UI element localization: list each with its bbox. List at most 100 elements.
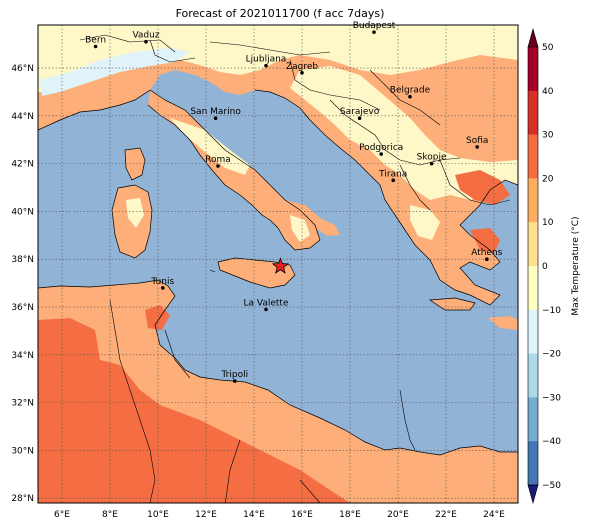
- colorbar-band: [528, 309, 538, 355]
- star-marker: [271, 257, 290, 274]
- colorbar-band: [528, 90, 538, 136]
- colorbar-tick-label: −20: [542, 350, 561, 360]
- lon-tick-label: 16°E: [291, 510, 313, 520]
- lat-tick-label: 32°N: [11, 399, 34, 409]
- lon-tick-label: 12°E: [195, 510, 217, 520]
- map-title: Forecast of 2021011700 (f acc 7days): [175, 7, 385, 20]
- city-dot: [161, 286, 165, 290]
- city-dot: [216, 164, 220, 168]
- lon-tick-label: 10°E: [147, 510, 169, 520]
- lat-tick-label: 42°N: [11, 160, 34, 170]
- alps-mild-zone: [38, 25, 518, 92]
- city-label: Athens: [471, 248, 502, 258]
- city-dot: [391, 178, 396, 183]
- colorbar-extend-min: [527, 484, 539, 505]
- lat-tick-label: 30°N: [11, 446, 34, 456]
- lon-tick-label: 22°E: [435, 510, 457, 520]
- city-dot: [379, 152, 384, 156]
- colorbar: [527, 27, 539, 505]
- colorbar-band: [528, 222, 538, 267]
- lat-tick-label: 44°N: [11, 112, 34, 122]
- lat-tick-label: 34°N: [11, 351, 34, 361]
- lat-tick-label: 40°N: [11, 207, 34, 217]
- colorbar-tick-label: 20: [542, 174, 554, 184]
- city-dot: [408, 94, 412, 99]
- italy-mild-patch: [170, 118, 250, 175]
- colorbar-tick-label: 40: [542, 87, 554, 97]
- city-label: Podgorica: [359, 143, 403, 153]
- coastlines: [38, 89, 518, 456]
- colorbar-band: [528, 441, 538, 486]
- city-label: Belgrade: [390, 86, 431, 96]
- sardinia-mild-patch: [126, 198, 144, 228]
- colorbar-tick-label: 0: [542, 262, 548, 272]
- lat-tick-label: 36°N: [11, 303, 34, 313]
- city-label: Tirana: [378, 169, 407, 179]
- colorbar-label: Max Temperature (°C): [571, 216, 581, 315]
- colorbar-ticks: 50 40 30 20 10 0 −10 −20 −30 −40 −50: [542, 43, 561, 491]
- lon-tick-label: 18°E: [339, 510, 361, 520]
- city-dot: [264, 63, 268, 68]
- city-label: Budapest: [353, 21, 396, 31]
- longitude-ticks: 6°E 8°E 10°E 12°E 14°E 16°E 18°E 20°E 22°E 24°E: [54, 510, 505, 520]
- city-dot: [213, 116, 218, 121]
- latitude-ticks: 46°N 44°N 42°N 40°N 38°N 36°N 34°N 32°N 30°N 28°N: [11, 64, 34, 504]
- lon-tick-label: 24°E: [483, 510, 505, 520]
- colorbar-tick-label: 10: [542, 218, 554, 228]
- greece-mild-patch: [410, 205, 440, 240]
- graticule: [38, 25, 518, 503]
- balkan-hot-patch: [455, 170, 510, 205]
- corsica-land: [125, 148, 145, 180]
- colorbar-tick-label: 30: [542, 131, 554, 141]
- lat-tick-label: 28°N: [11, 494, 34, 504]
- lon-tick-label: 20°E: [387, 510, 409, 520]
- italy-south-mild: [290, 215, 310, 242]
- city-label: Roma: [205, 155, 231, 165]
- city-dot: [485, 257, 489, 262]
- colorbar-tick-label: −10: [542, 306, 561, 316]
- colorbar-band: [528, 266, 538, 311]
- city-label: Sarajevo: [340, 107, 380, 117]
- city-label: Skopje: [417, 153, 447, 163]
- colorbar-tick-label: −40: [542, 437, 561, 447]
- lat-tick-label: 38°N: [11, 255, 34, 265]
- lat-tick-label: 46°N: [11, 64, 34, 74]
- city-label: San Marino: [190, 107, 241, 117]
- alps-cool-patch: [40, 48, 190, 96]
- country-borders: [79, 34, 511, 503]
- colorbar-band: [528, 134, 538, 179]
- city-dot: [93, 44, 98, 49]
- city-dot: [429, 161, 434, 166]
- lon-tick-label: 8°E: [102, 510, 118, 520]
- balkan-mild-zone: [290, 66, 518, 200]
- colorbar-band: [528, 353, 538, 398]
- map-frame: [37, 24, 519, 504]
- city-dot: [300, 71, 304, 75]
- city-dot: [264, 307, 268, 312]
- city-label: Zagreb: [286, 62, 318, 72]
- city-label: Sofia: [466, 136, 488, 146]
- city-label: Tunis: [150, 277, 174, 287]
- city-dot: [372, 30, 376, 34]
- city-label: Bern: [85, 36, 106, 46]
- colorbar-tick-label: −50: [542, 481, 561, 491]
- africa-hot-zone: [38, 318, 350, 503]
- city-label: Tripoli: [220, 370, 248, 380]
- city-dot: [233, 379, 237, 383]
- colorbar-tick-label: −30: [542, 393, 561, 403]
- colorbar-band: [528, 47, 538, 92]
- lon-tick-label: 6°E: [54, 510, 70, 520]
- colorbar-band: [528, 397, 538, 442]
- city-dot: [144, 39, 148, 44]
- city-label: La Valette: [244, 298, 289, 308]
- aegean-island: [488, 316, 518, 330]
- colorbar-extend-max: [527, 27, 539, 48]
- greece-hot-patch: [470, 228, 500, 252]
- city-dot: [357, 116, 362, 121]
- colorbar-band: [528, 178, 538, 223]
- lon-tick-label: 14°E: [243, 510, 265, 520]
- city-label: Ljubljana: [246, 55, 287, 65]
- city-label: Vaduz: [132, 31, 159, 41]
